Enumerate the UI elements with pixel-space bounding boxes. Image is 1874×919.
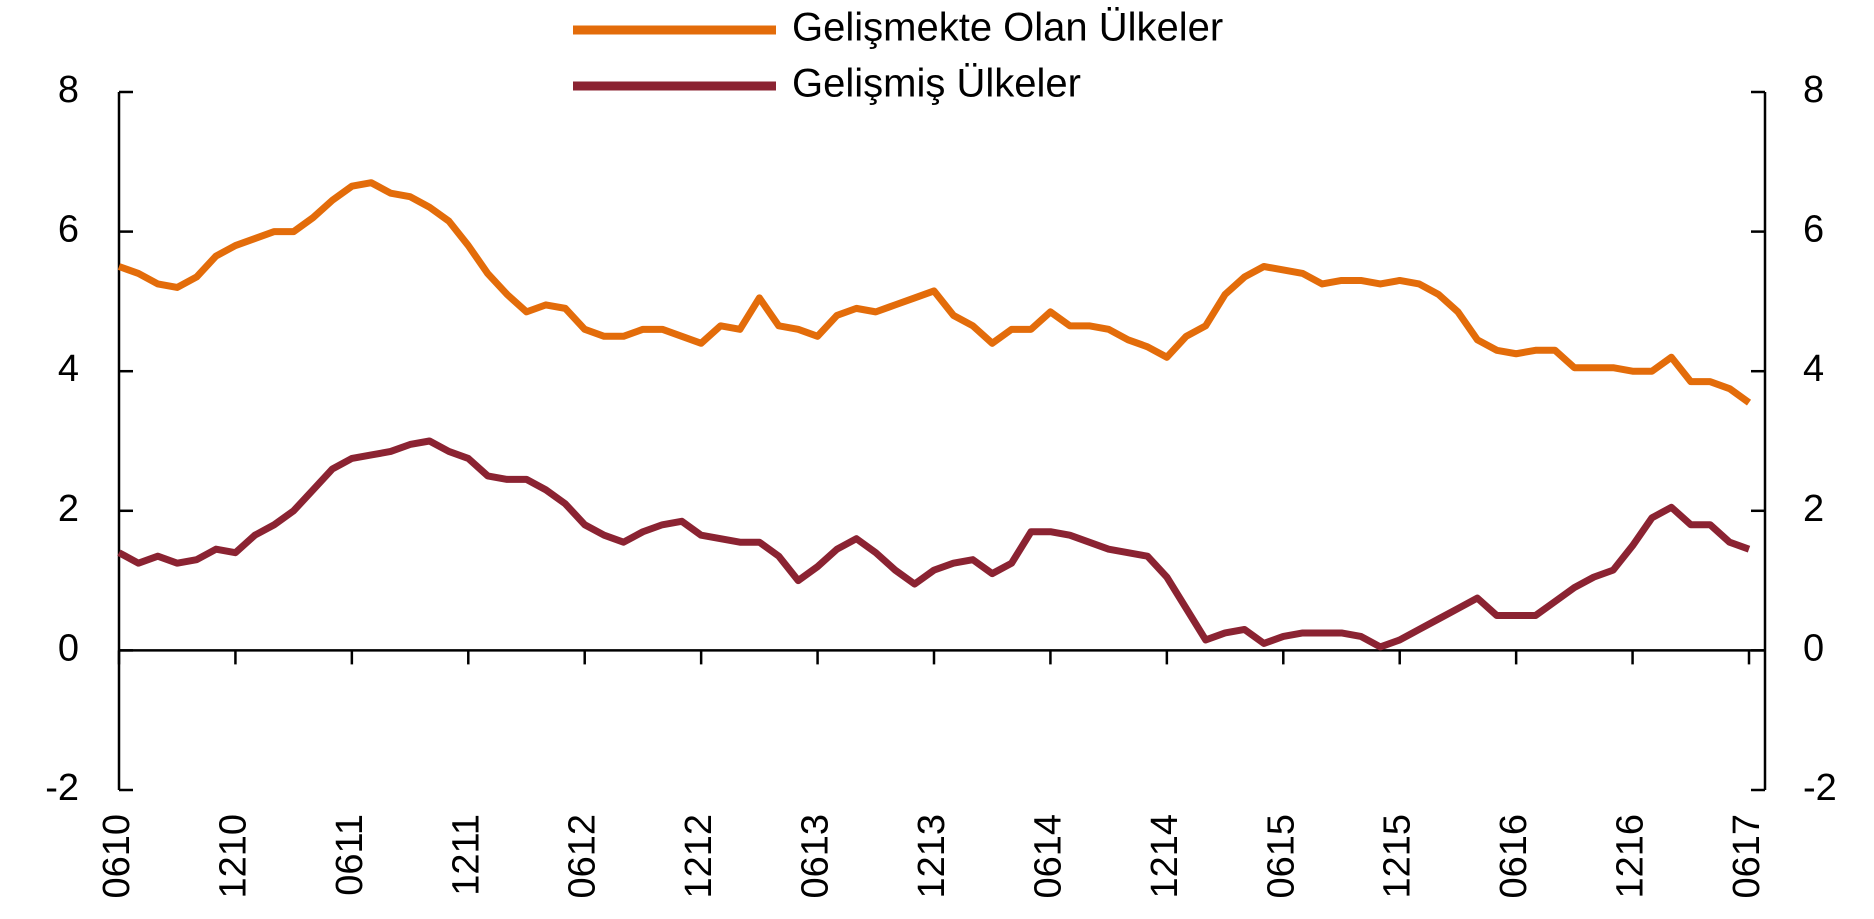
x-tick-label: 0611 [329, 814, 371, 896]
y-tick-label: 8 [58, 69, 79, 111]
legend-label: Gelişmiş Ülkeler [792, 62, 1081, 106]
y-tick-label: 0 [58, 627, 79, 669]
y2-tick-label: 6 [1803, 209, 1824, 251]
y2-tick-label: 0 [1803, 627, 1824, 669]
x-tick-label: 1213 [911, 814, 953, 899]
x-tick-label: 1210 [212, 814, 254, 899]
y-tick-label: 2 [58, 488, 79, 530]
x-tick-label: 0610 [96, 814, 138, 899]
x-tick-label: 1211 [445, 814, 487, 896]
x-tick-label: 0616 [1493, 814, 1535, 899]
x-tick-label: 1214 [1144, 814, 1186, 899]
x-tick-label: 0613 [795, 814, 837, 899]
y2-tick-label: 2 [1803, 488, 1824, 530]
x-tick-label: 0617 [1726, 814, 1768, 899]
x-tick-label: 0612 [562, 814, 604, 899]
x-tick-label: 1212 [678, 814, 720, 899]
line-series [117, 179, 1752, 406]
y-tick-label: 6 [58, 209, 79, 251]
x-tick-label: 0614 [1027, 814, 1069, 899]
y2-tick-label: 8 [1803, 69, 1824, 111]
legend-label: Gelişmekte Olan Ülkeler [792, 6, 1223, 50]
y2-tick-label: -2 [1803, 767, 1837, 809]
x-tick-label: 1216 [1610, 814, 1652, 899]
x-tick-label: 0615 [1260, 814, 1302, 899]
y-tick-label: -2 [45, 767, 79, 809]
line-series [117, 437, 1751, 651]
y-tick-label: 4 [58, 348, 79, 390]
y2-tick-label: 4 [1803, 348, 1824, 390]
x-tick-label: 1215 [1377, 814, 1419, 899]
